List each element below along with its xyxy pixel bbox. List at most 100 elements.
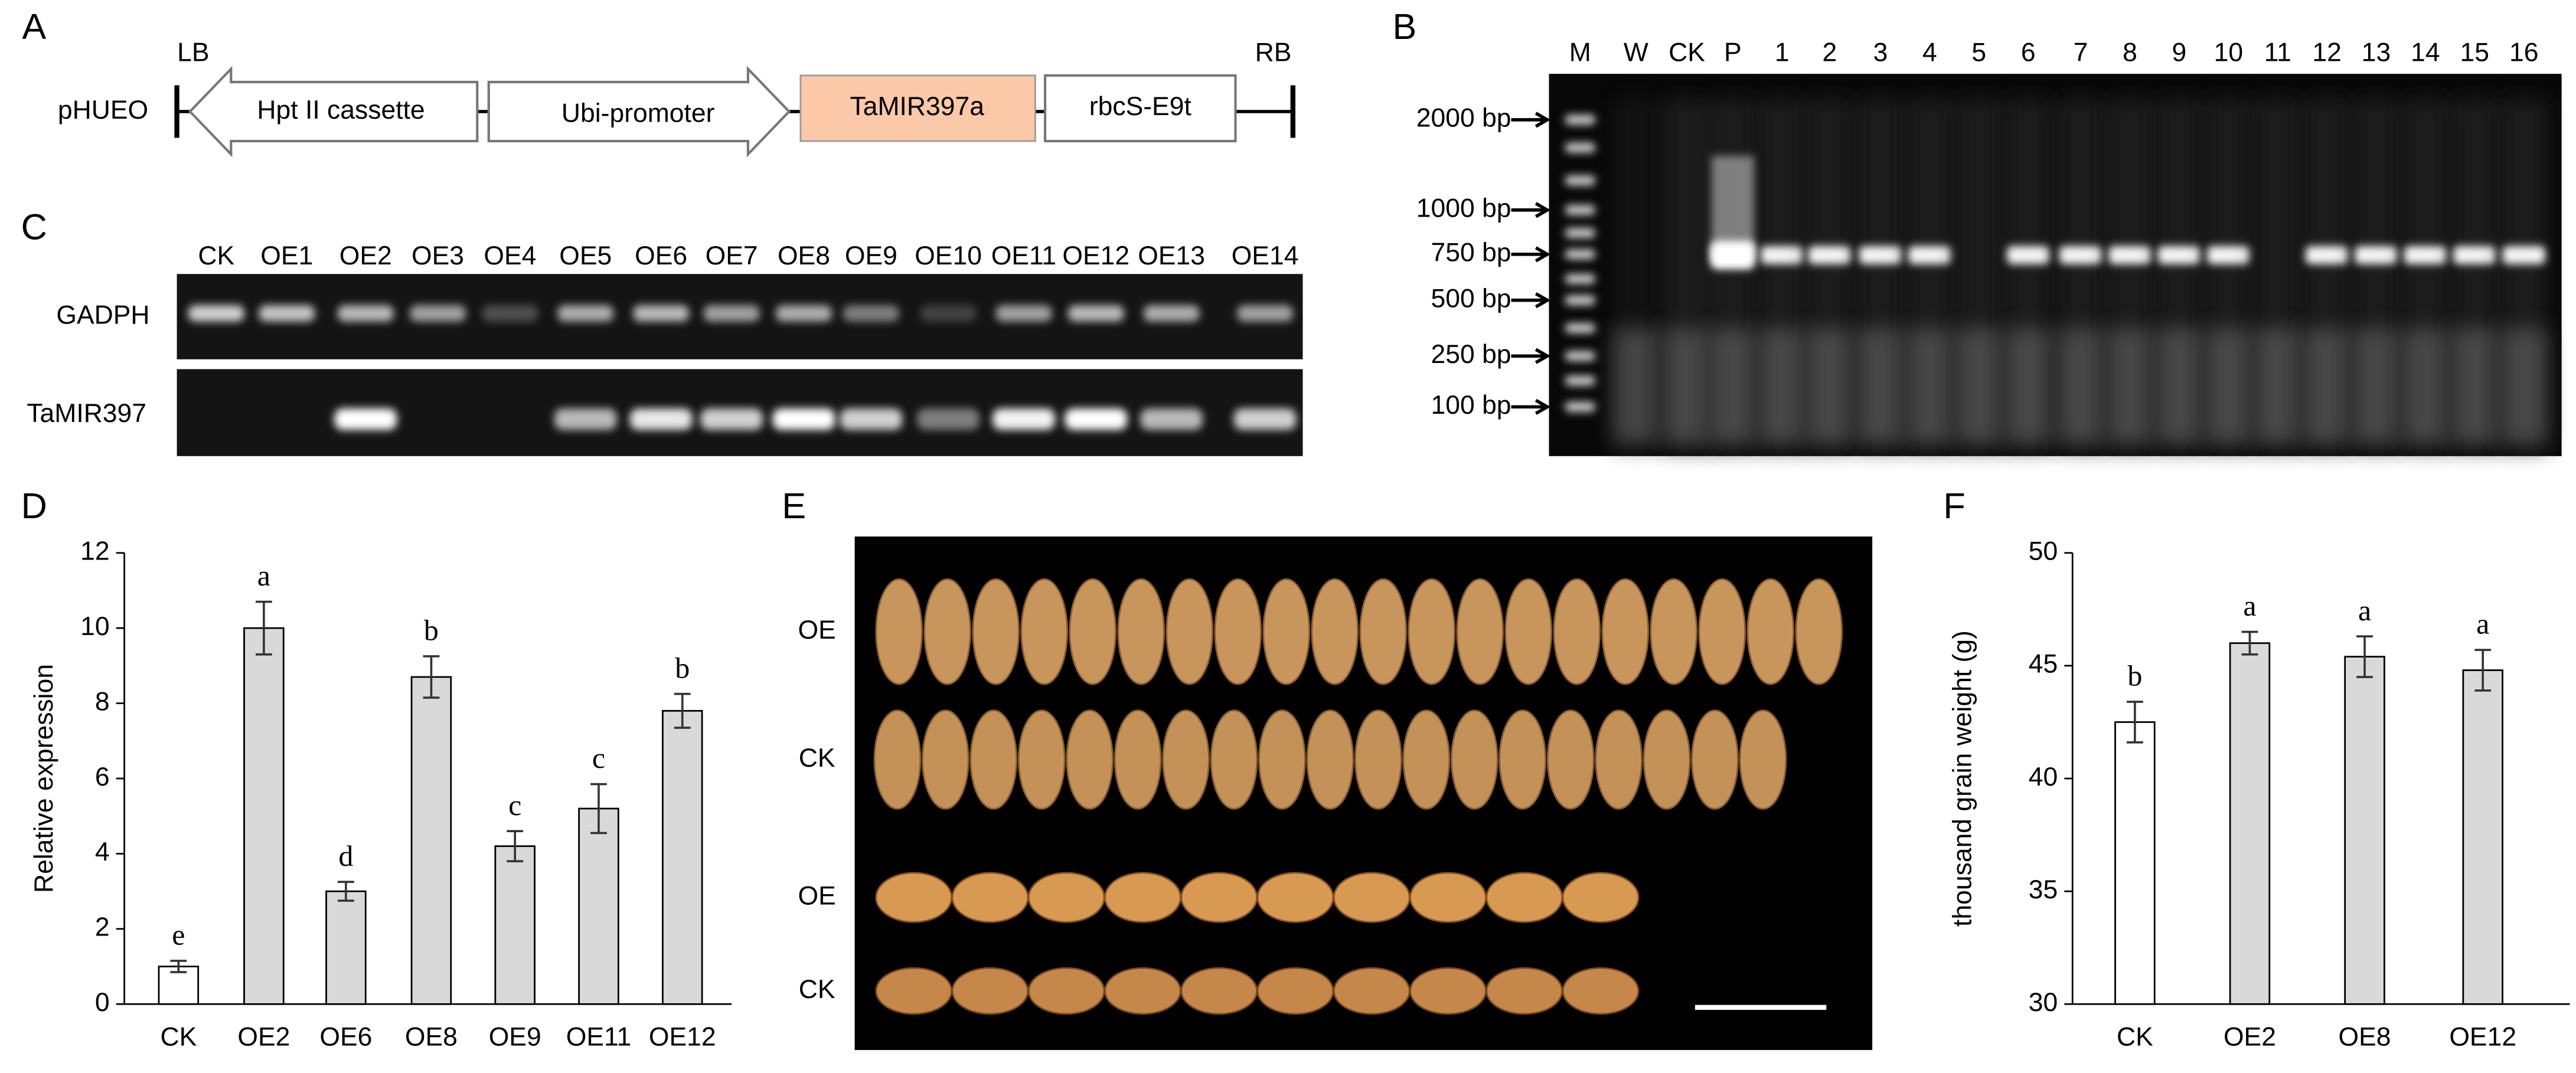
grain [1069,578,1117,685]
primer-glow [1857,328,1904,443]
significance-letter: c [508,789,521,822]
band [840,408,903,430]
error-bar [170,960,187,973]
band [557,305,613,322]
y-tick-label: 30 [2029,988,2058,1017]
band [337,305,394,322]
band [334,408,397,430]
x-tick-label: OE12 [649,1022,716,1051]
y-tick-label: 10 [80,612,109,641]
marker-arrow [1511,398,1551,415]
band [2453,246,2496,264]
marker-label: 750 bp [1431,238,1511,267]
band [1711,241,1754,269]
primer-glow [1664,328,1710,443]
marker-arrow [1511,246,1551,263]
element-label: Ubi-promoter [561,99,715,127]
primer-glow [1612,328,1659,443]
grain [875,872,953,923]
row-label: GADPH [56,300,149,329]
band [700,408,763,430]
grain [1333,967,1411,1015]
band [1233,408,1297,430]
grain [1691,709,1739,810]
bar [2344,656,2385,1005]
primer-glow [1906,328,1953,443]
grain [1485,872,1563,923]
primer-glow [2254,328,2301,443]
grain [1595,709,1643,810]
band [2207,246,2250,264]
element-label: Hpt II cassette [257,96,425,125]
bar [578,807,619,1005]
primer-glow [1709,328,1756,443]
panel-label: F [1943,486,1965,526]
grain [1650,578,1698,685]
x-tick-label: OE8 [2339,1022,2391,1051]
primer-glow [2304,328,2350,443]
band [410,305,466,322]
grain [1104,872,1181,923]
grain [969,709,1018,810]
lane-label: 14 [2411,38,2440,67]
error-bar [2126,701,2143,744]
primer-glow [1955,328,2002,443]
primer-glow [2500,328,2547,443]
band [1859,246,1902,264]
error-bar [2241,630,2258,656]
x-tick-label: OE9 [489,1022,541,1051]
bar [662,709,703,1005]
y-tick-label: 8 [95,687,110,716]
element-box [1044,74,1237,143]
y-tick-label: 4 [95,838,110,866]
grain [951,967,1029,1015]
marker-arrow [1511,202,1551,218]
band [703,305,760,322]
lane-label: OE3 [412,241,464,270]
band [917,408,980,430]
ladder-band [1565,274,1595,284]
significance-letter: b [424,614,439,647]
band [1237,305,1293,322]
band [920,305,977,322]
marker-arrow [1511,348,1551,364]
panel-label: B [1392,6,1416,47]
band [843,305,899,322]
grain [1017,709,1066,810]
grain [1698,578,1746,685]
y-tick-label: 0 [95,988,110,1017]
marker-arrow [1511,292,1551,309]
lane-label: W [1624,38,1648,67]
bar [243,627,285,1005]
element-box [188,66,479,158]
primer-glow [2156,328,2202,443]
lane-label: OE8 [778,241,830,270]
x-tick-label: OE6 [319,1022,372,1051]
lane-label: OE14 [1232,241,1299,270]
y-tick-label: 6 [95,763,110,791]
grain [1020,578,1069,685]
band [2404,246,2447,264]
significance-letter: b [2127,659,2142,692]
grain [1562,967,1640,1015]
row-label: TaMIR397 [27,399,146,428]
grain [1746,578,1795,685]
bar [2229,642,2271,1005]
error-bar [337,881,354,902]
grain [1180,967,1258,1015]
significance-letter: a [2243,589,2256,622]
lane-label: OE4 [484,241,536,270]
grain [972,578,1020,685]
marker-arrow [1511,112,1551,128]
lane-label: 3 [1873,38,1888,67]
grain [1333,872,1411,923]
lane-label: OE12 [1062,241,1129,270]
lane-label: 4 [1922,38,1937,67]
ladder-band [1565,142,1595,153]
lane-label: OE6 [635,241,687,270]
band [2007,246,2050,264]
x-tick-label: CK [2117,1022,2153,1051]
band [482,305,538,322]
band [1140,408,1203,430]
